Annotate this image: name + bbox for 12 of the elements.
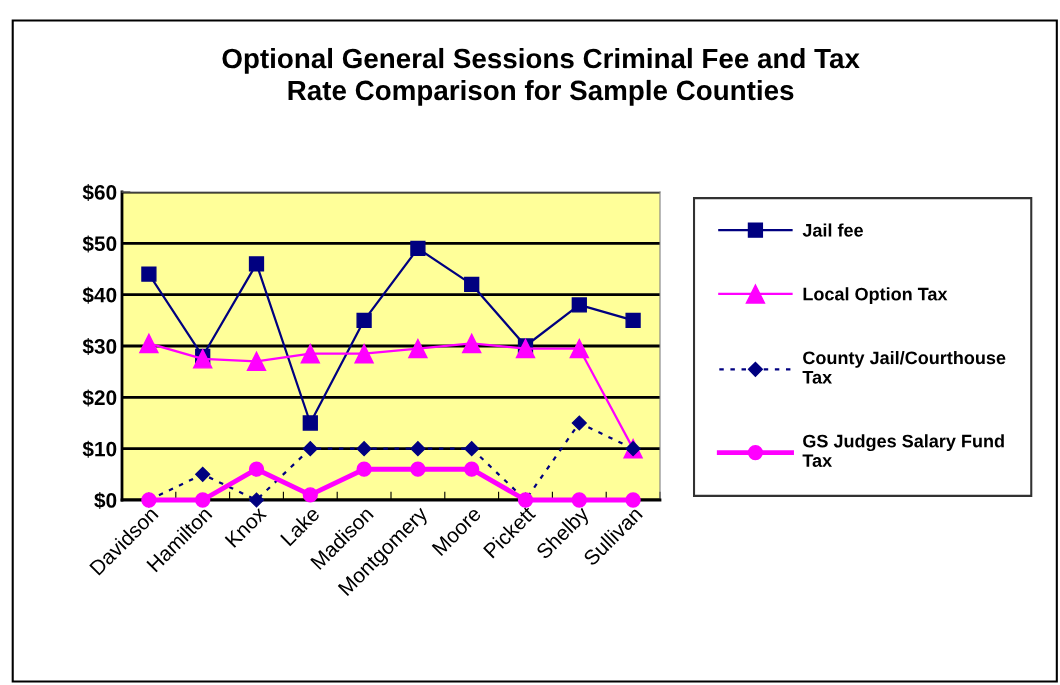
y-tick-label: $50 — [82, 235, 117, 253]
chart-title: Optional General Sessions Criminal Fee and Tax Rate Comparison for Sample Counties — [222, 47, 860, 106]
y-tick-label: $0 — [94, 492, 117, 510]
legend-label: Jail fee — [802, 223, 863, 237]
y-tick-label: $60 — [82, 184, 117, 202]
legend-label: GS Judges Salary Fund Tax — [802, 434, 1004, 467]
y-tick-label: $10 — [82, 440, 117, 458]
y-tick-label: $20 — [82, 389, 117, 407]
y-tick-label: $40 — [82, 286, 117, 304]
legend-label: County Jail/Courthouse Tax — [802, 350, 1006, 384]
legend-label: Local Option Tax — [803, 287, 948, 305]
y-tick-label: $30 — [82, 338, 117, 356]
